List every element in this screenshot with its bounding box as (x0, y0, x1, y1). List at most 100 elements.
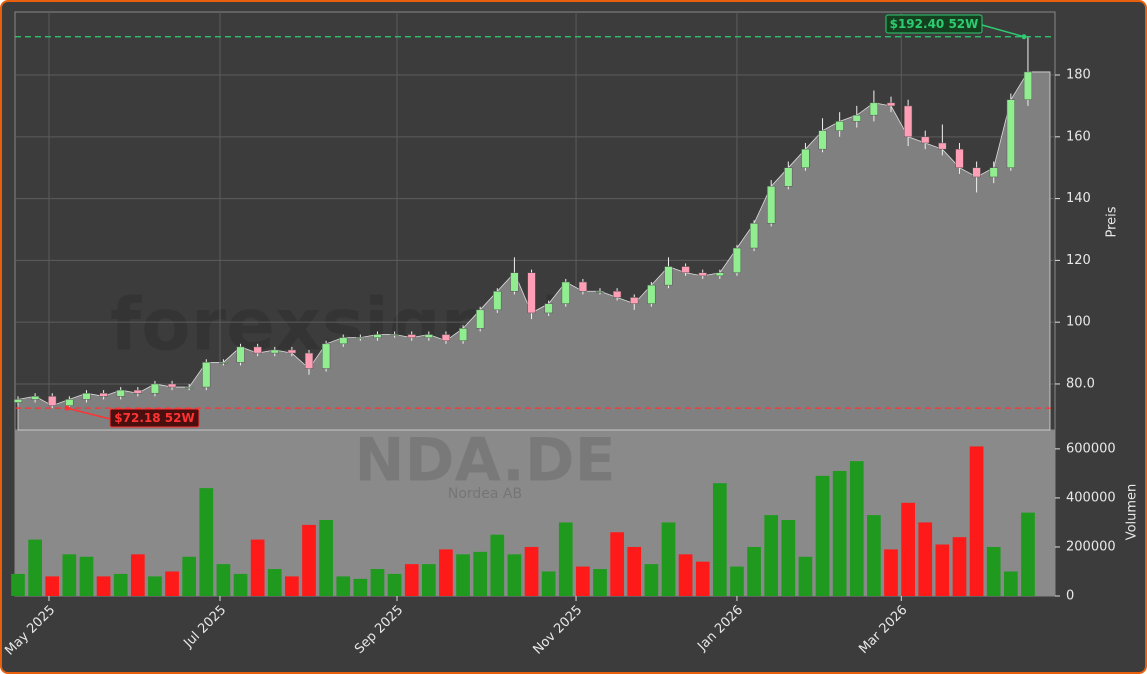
candle-body (13, 399, 23, 403)
candle-body (185, 386, 194, 389)
volume-bar (918, 522, 933, 596)
volume-bar (576, 566, 590, 596)
volume-bar (473, 551, 488, 596)
candle-body (681, 266, 690, 273)
candle-body (48, 396, 57, 406)
volume-bar (986, 546, 1001, 596)
candle-body (664, 266, 673, 286)
volume-bar (353, 578, 368, 596)
volume-bar (319, 519, 333, 596)
candle-body (476, 309, 485, 329)
arrow-head (1021, 34, 1027, 40)
volume-bar (815, 475, 830, 596)
volume-bar (558, 522, 573, 596)
volume-bar (901, 502, 915, 596)
candle-body (150, 383, 160, 394)
candle-body (835, 121, 844, 131)
candle-body (82, 392, 91, 400)
candle-body (647, 284, 656, 304)
candle-body (458, 328, 468, 341)
volume-bar (781, 519, 796, 596)
y-tick-label: 140 (1066, 191, 1091, 206)
volume-bar (524, 546, 539, 596)
volume-bar (969, 446, 984, 596)
x-tick-label: Sep 2025 (352, 603, 406, 657)
candle-body (1023, 71, 1033, 100)
candle-body (869, 102, 878, 116)
candle-body (767, 185, 776, 224)
volume-bar (456, 554, 470, 596)
volume-bar (695, 561, 710, 596)
candle-body (31, 396, 40, 400)
volume-bar (62, 554, 77, 596)
candle-body (972, 167, 981, 178)
volume-bar (233, 573, 248, 596)
candle-body (630, 297, 639, 304)
candle-body (801, 148, 810, 168)
volume-bar (336, 576, 351, 596)
annotation-label: $72.18 52W (114, 411, 194, 425)
candle-body (510, 272, 519, 292)
volume-bar (541, 571, 556, 596)
volume-bar (1003, 571, 1018, 596)
candle-body (527, 272, 536, 314)
volume-bar (884, 549, 898, 596)
candle-body (989, 167, 998, 178)
volume-bar (730, 566, 744, 596)
volume-bar (96, 576, 111, 596)
y-tick-label: 80.0 (1066, 376, 1095, 391)
candle-body (116, 389, 125, 397)
volume-bar (370, 569, 385, 596)
y-tick-label: 100 (1066, 315, 1091, 330)
y-tick-label: 160 (1066, 129, 1091, 144)
annotation-label: $192.40 52W (890, 17, 979, 31)
arrow-head (64, 405, 70, 411)
volume-bar (439, 549, 453, 596)
candle-body (253, 346, 262, 354)
y2-tick-label: 600000 (1066, 441, 1116, 456)
volume-bar (1021, 512, 1035, 596)
candle-body (544, 303, 553, 314)
candle-body (698, 272, 707, 277)
candle-body (784, 167, 793, 187)
volume-bar (764, 515, 779, 596)
y2-tick-label: 400000 (1066, 490, 1116, 505)
x-tick-label: Jul 2025 (181, 603, 230, 652)
y-axis-label: Preis (1105, 206, 1120, 237)
candle-body (595, 291, 605, 293)
x-tick-label: May 2025 (2, 603, 58, 659)
candle-body (287, 349, 296, 354)
candle-body (561, 281, 570, 304)
candle-body (270, 349, 279, 354)
volume-bar (387, 573, 402, 596)
candle-body (441, 334, 451, 341)
candle-body (578, 281, 587, 292)
volume-bar (45, 576, 60, 596)
candle-body (390, 334, 399, 336)
volume-bar (404, 564, 419, 596)
x-tick-label: Mar 2026 (856, 603, 910, 657)
volume-bar (182, 556, 197, 596)
candle-body (356, 337, 365, 339)
candle-body (167, 383, 177, 388)
price-area (17, 71, 1051, 431)
candle-body (493, 291, 502, 311)
y-tick-label: 120 (1066, 253, 1091, 268)
candle-body (938, 142, 947, 150)
candle-body (202, 362, 211, 388)
company-watermark: Nordea AB (448, 486, 522, 502)
candle-body (904, 105, 913, 138)
volume-bar (867, 515, 881, 596)
x-tick-label: Jan 2026 (694, 603, 746, 655)
candle-body (322, 343, 331, 369)
volume-bar (250, 539, 265, 596)
candle-body (133, 389, 142, 394)
candle-body (613, 291, 622, 298)
volume-bar (661, 522, 676, 596)
candle-body (339, 337, 348, 345)
volume-bar (79, 556, 94, 596)
candle-body (886, 102, 896, 107)
candle-body (407, 334, 416, 338)
